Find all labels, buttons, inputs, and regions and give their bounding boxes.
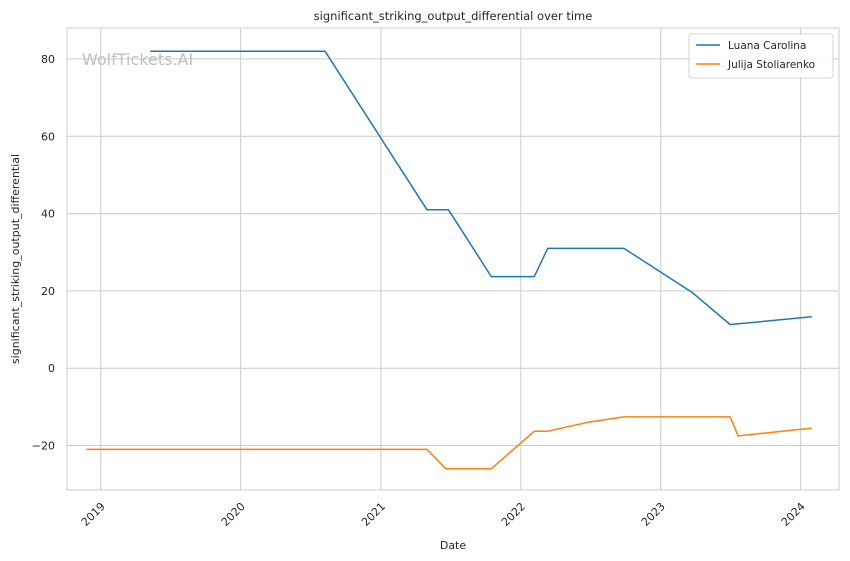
legend-entry-label: Luana Carolina [728, 40, 806, 52]
plot-area-frame [66, 27, 840, 491]
y-axis-label: significant_striking_output_differential [9, 154, 22, 364]
y-tick-label: 40 [41, 208, 55, 221]
legend: Luana Carolina Julija Stoliarenko [688, 33, 834, 79]
legend-entry-label: Julija Stoliarenko [727, 59, 815, 71]
series-line-luana-carolina [150, 50, 812, 326]
y-tick-label: −20 [32, 440, 55, 453]
series-lines [86, 50, 812, 470]
series-line-julija-stoliarenko [86, 416, 812, 470]
y-tick-label: 20 [41, 285, 55, 298]
y-tick-label: 0 [48, 362, 55, 375]
y-tick-label: 80 [41, 53, 55, 66]
y-tick-label: 60 [41, 130, 55, 143]
gridlines [67, 28, 839, 490]
watermark: WolfTickets.AI [82, 50, 193, 69]
x-axis-label: Date [440, 539, 467, 552]
legend-box [688, 33, 834, 79]
chart-title: significant_striking_output_differential… [314, 9, 593, 23]
